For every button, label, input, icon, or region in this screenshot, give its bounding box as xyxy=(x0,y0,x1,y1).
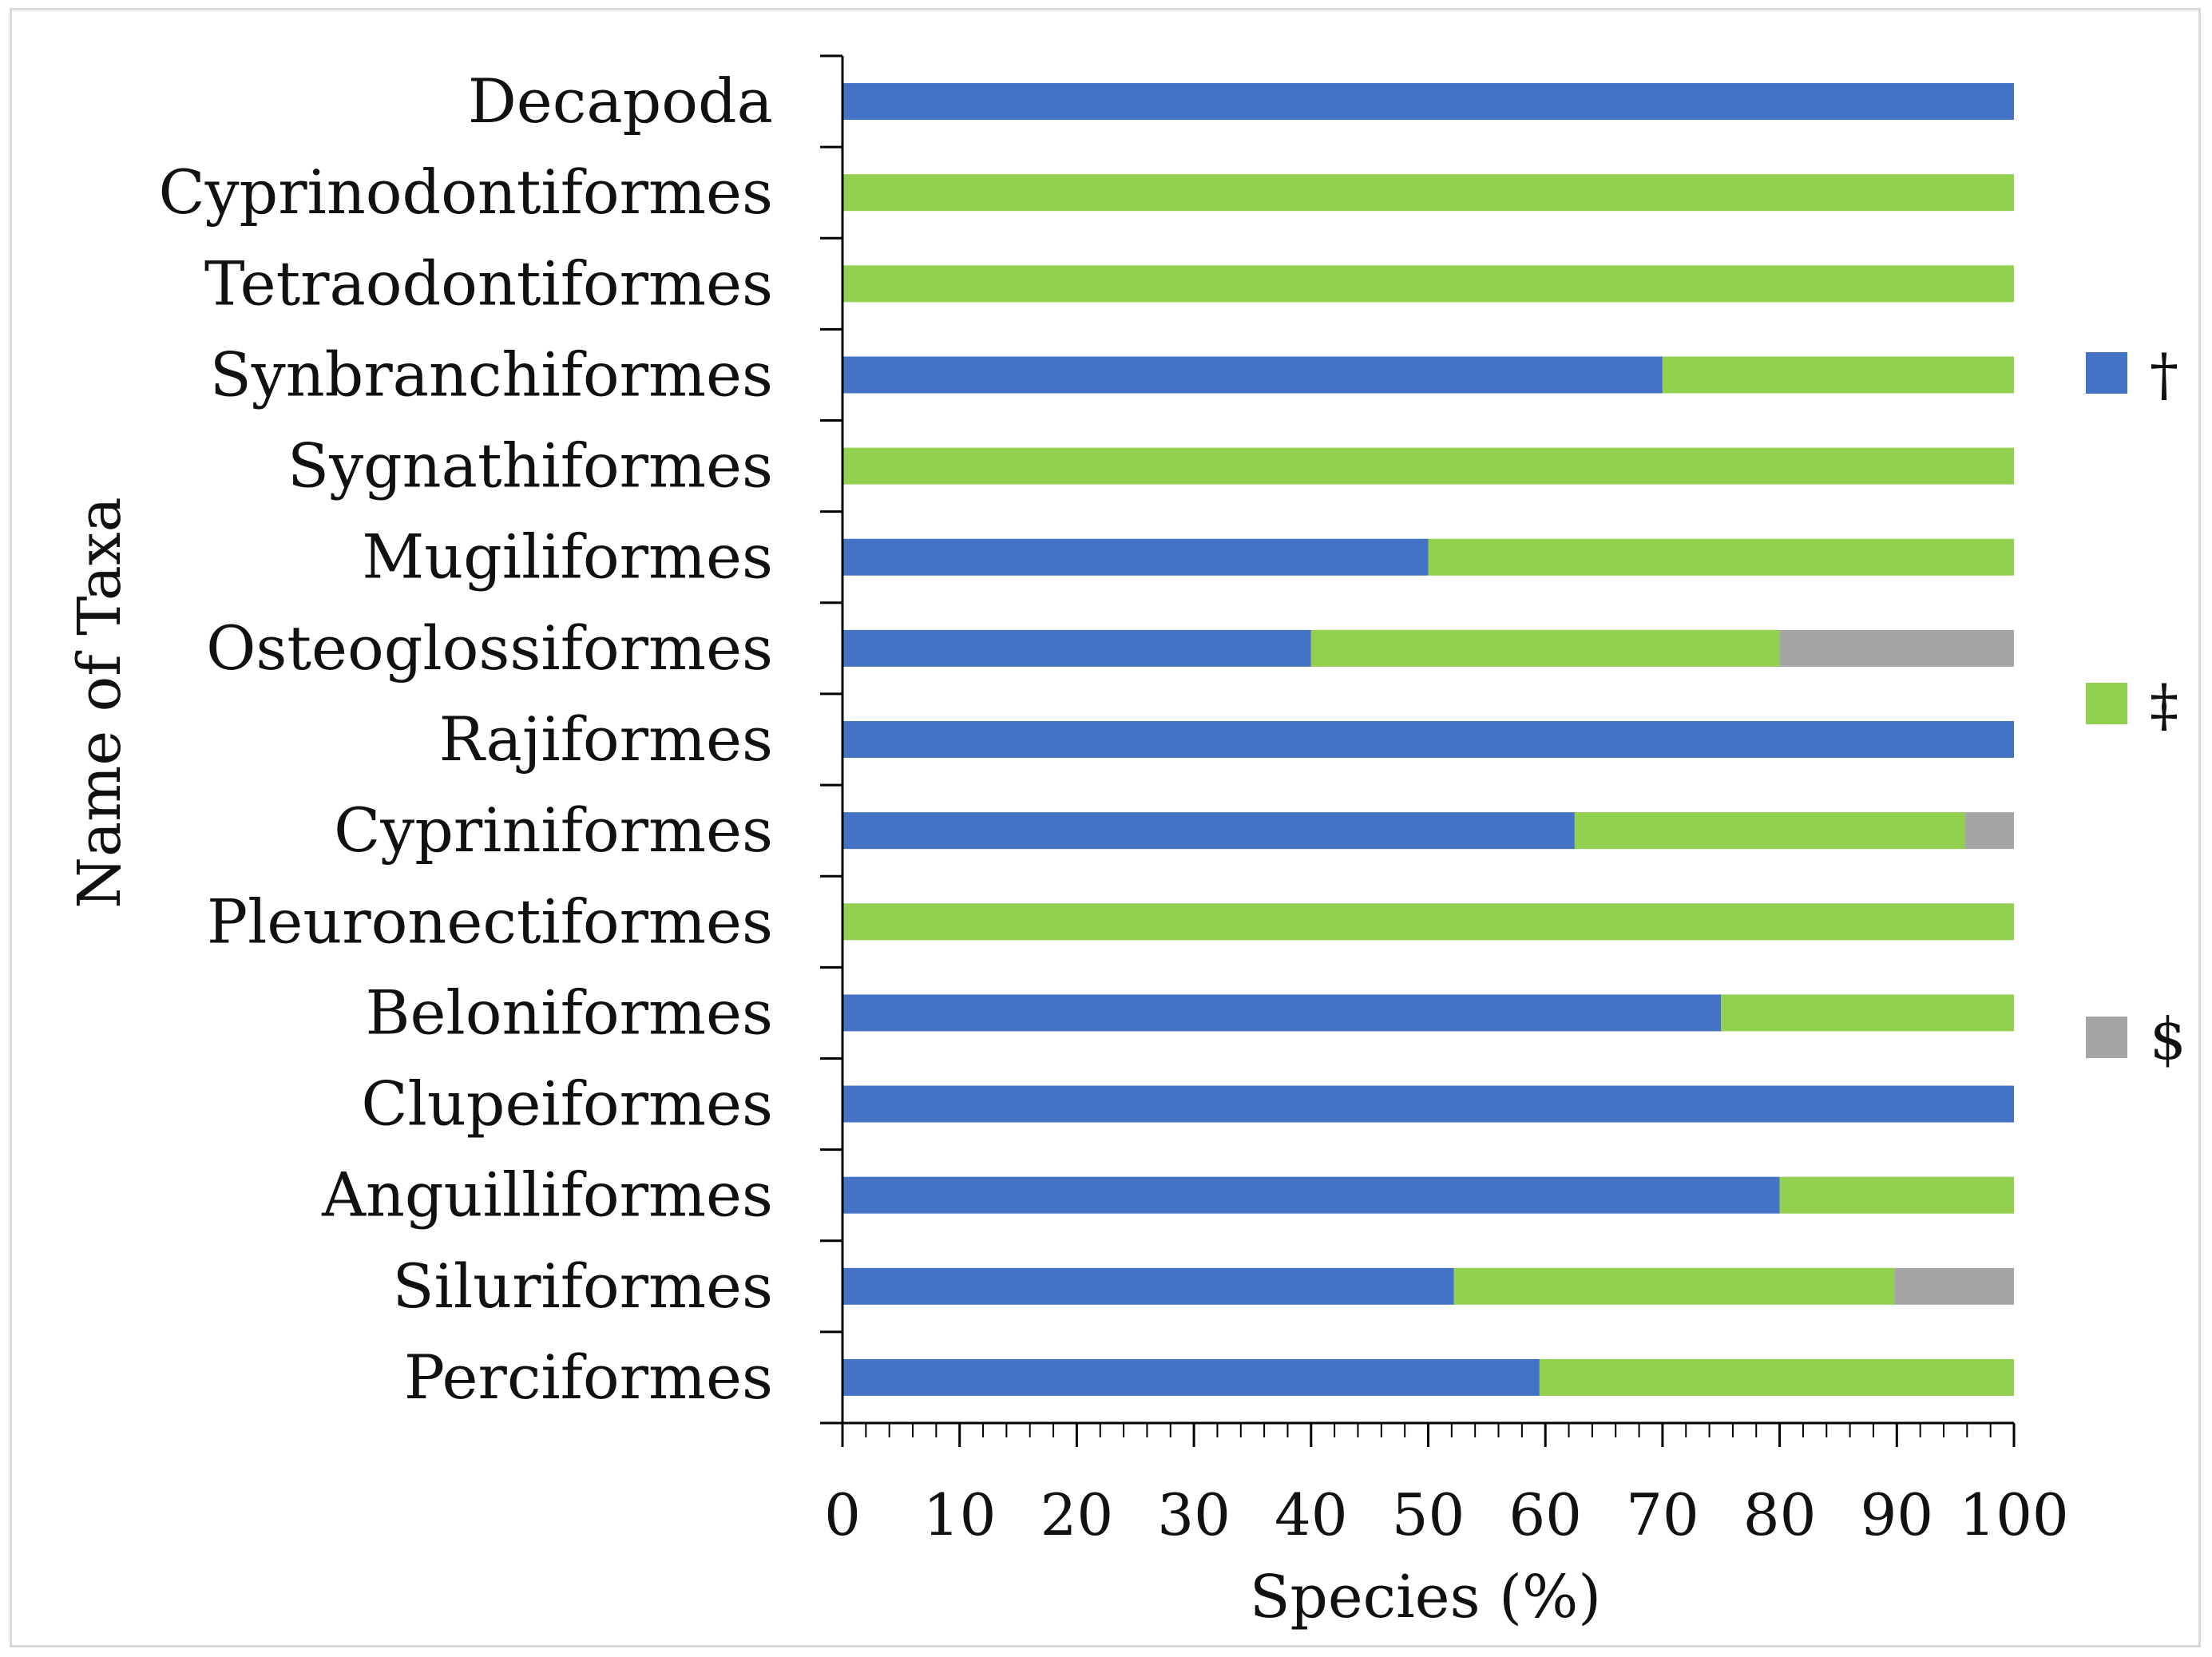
x-ticks xyxy=(841,1423,2016,1447)
x-tick-label: 60 xyxy=(1508,1481,1582,1548)
x-tick-label: 80 xyxy=(1743,1481,1817,1548)
bar-segment xyxy=(842,538,1429,576)
bar-segment xyxy=(842,1358,1540,1396)
category-label: Anguilliformes xyxy=(321,1160,773,1231)
bars xyxy=(842,83,2014,1396)
x-tick-label: 100 xyxy=(1959,1481,2068,1548)
legend-label: ‡ xyxy=(2150,672,2178,739)
bar-segment xyxy=(842,1085,2014,1123)
y-axis-title: Name of Taxa xyxy=(65,497,134,908)
category-label: Sygnathiformes xyxy=(287,430,773,501)
category-label: Cyprinodontiformes xyxy=(158,157,773,228)
bar-segment xyxy=(842,1176,1780,1214)
bar-segment xyxy=(1574,812,1965,850)
x-tick-label: 0 xyxy=(824,1481,861,1548)
legend-swatch xyxy=(2086,352,2127,394)
bar-segment xyxy=(842,721,2014,758)
x-tick-label: 10 xyxy=(923,1481,997,1548)
bar-segment xyxy=(842,903,2014,941)
bar-segment xyxy=(842,812,1575,850)
bar-segment xyxy=(842,994,1722,1032)
bar-segment xyxy=(1453,1267,1895,1305)
x-tick-label: 90 xyxy=(1860,1481,1933,1548)
legend-label: $ xyxy=(2150,1005,2186,1072)
category-label: Perciformes xyxy=(404,1342,773,1413)
bar-segment xyxy=(842,83,2014,121)
bar-segment xyxy=(842,265,2014,303)
x-tick-labels: 0 10 20 30 40 50 60 70 80 90 100 xyxy=(824,1481,2069,1548)
bar-segment xyxy=(842,1267,1454,1305)
x-tick-label: 20 xyxy=(1041,1481,1114,1548)
legend: † ‡ $ xyxy=(2086,341,2186,1072)
category-label: Cypriniformes xyxy=(334,795,773,866)
x-tick-label: 50 xyxy=(1392,1481,1465,1548)
bar-segment xyxy=(1964,812,2014,850)
category-label: Pleuronectiformes xyxy=(207,886,773,957)
legend-swatch xyxy=(2086,683,2127,724)
x-tick-label: 40 xyxy=(1274,1481,1348,1548)
category-label: Rajiformes xyxy=(439,704,773,775)
category-label: Tetraodontiformes xyxy=(204,248,773,319)
bar-segment xyxy=(842,629,1311,667)
bar-segment xyxy=(1779,1176,2014,1214)
bar-segment xyxy=(842,447,2014,485)
bar-segment xyxy=(1662,356,2014,394)
x-tick-label: 70 xyxy=(1626,1481,1699,1548)
category-labels: Decapoda Cyprinodontiformes Tetraodontifor… xyxy=(158,65,773,1413)
bar-segment xyxy=(1894,1267,2014,1305)
x-axis-title: Species (%) xyxy=(1250,1563,1601,1631)
category-label: Osteoglossiformes xyxy=(206,612,773,684)
category-label: Decapoda xyxy=(468,65,773,137)
bar-segment xyxy=(842,174,2014,212)
category-label: Synbranchiformes xyxy=(210,339,773,410)
bar-segment xyxy=(1539,1358,2014,1396)
bar-segment xyxy=(1779,629,2014,667)
y-ticks xyxy=(820,54,842,1425)
legend-label: † xyxy=(2150,341,2178,408)
legend-swatch xyxy=(2086,1017,2127,1058)
category-label: Siluriformes xyxy=(392,1251,773,1322)
bar-segment xyxy=(842,356,1663,394)
x-tick-label: 30 xyxy=(1157,1481,1231,1548)
category-label: Mugiliformes xyxy=(362,521,773,593)
category-label: Beloniformes xyxy=(366,977,773,1048)
bar-segment xyxy=(1428,538,2014,576)
bar-segment xyxy=(1310,629,1780,667)
category-label: Clupeiformes xyxy=(361,1068,773,1140)
bar-segment xyxy=(1721,994,2014,1032)
